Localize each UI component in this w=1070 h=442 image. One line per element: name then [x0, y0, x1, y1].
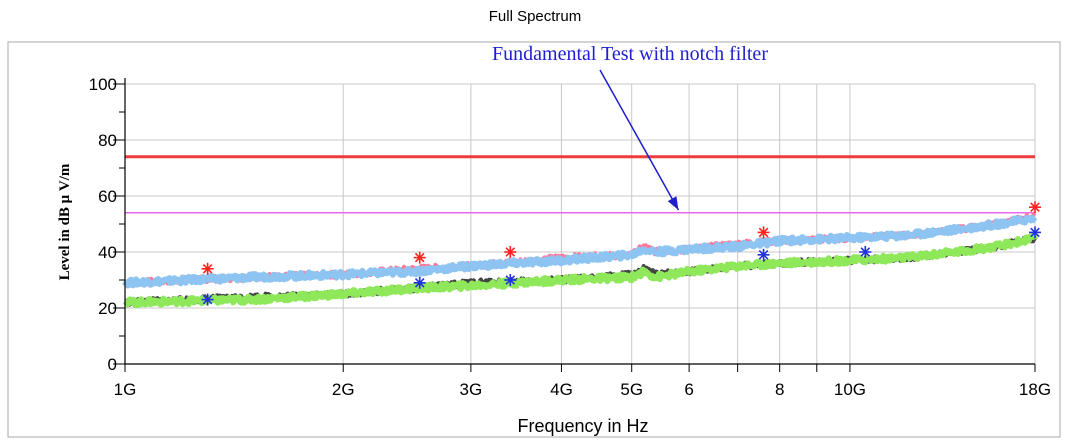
y-tick-label: 100: [89, 75, 117, 94]
y-tick-label: 80: [98, 131, 117, 150]
y-tick-label: 20: [98, 299, 117, 318]
marker-peak: [757, 226, 770, 239]
y-tick-label: 40: [98, 243, 117, 262]
y-tick-label: 60: [98, 187, 117, 206]
series-line: [122, 214, 1038, 289]
axes: [113, 78, 1036, 372]
grid: [124, 83, 1036, 365]
marker-peak-stroke: [505, 247, 516, 257]
marker-peak: [413, 251, 426, 264]
x-tick-label: 5G: [620, 380, 643, 399]
marker-average-stroke: [505, 275, 516, 285]
marker-average: [859, 246, 872, 258]
x-tick-label: 1G: [114, 380, 137, 399]
marker-average: [757, 248, 770, 261]
marker-peak: [1029, 201, 1041, 214]
x-tick-label: 3G: [460, 380, 483, 399]
chart-frame: [7, 41, 1061, 438]
marker-peak-stroke: [202, 263, 213, 274]
marker-average: [504, 274, 517, 286]
marker-peak-stroke: [414, 252, 425, 263]
marker-average: [1029, 226, 1041, 239]
annotation: Fundamental Test with notch filter: [492, 43, 768, 211]
x-tick-label: 18G: [1019, 380, 1051, 399]
series-group: [122, 211, 1038, 308]
series-line: [123, 232, 1038, 308]
marker-average-stroke: [1030, 227, 1040, 238]
x-tick-label: 10G: [834, 380, 866, 399]
tick-labels: 0 20 40 60 80 100 1G 2G 3G 4G 5G 6 8 10G 18G: [89, 75, 1051, 399]
marker-peak: [201, 262, 214, 275]
marker-average: [201, 293, 214, 306]
marker-average: [413, 276, 426, 289]
annotation-arrow: [599, 69, 680, 211]
y-tick-label: 0: [108, 355, 117, 374]
marker-average-stroke: [758, 249, 769, 260]
y-axis-label: Level in dB μ V/m: [57, 163, 73, 280]
markers-group: [201, 201, 1041, 306]
x-tick-label: 6: [684, 380, 693, 399]
limit-lines: [125, 155, 1035, 214]
marker-average-stroke: [414, 277, 425, 288]
annotation-arrowhead: [667, 196, 679, 210]
x-tick-label: 4G: [550, 380, 573, 399]
marker-peak-stroke: [1030, 202, 1040, 213]
annotation-text: Fundamental Test with notch filter: [492, 43, 768, 65]
x-axis-label: Frequency in Hz: [517, 416, 648, 436]
marker-peak-stroke: [758, 227, 769, 238]
x-tick-label: 8: [775, 380, 784, 399]
marker-peak: [504, 246, 517, 258]
marker-average-stroke: [860, 247, 871, 257]
marker-average-stroke: [202, 294, 213, 305]
x-tick-label: 2G: [332, 380, 355, 399]
chart-title: Full Spectrum: [488, 8, 582, 25]
